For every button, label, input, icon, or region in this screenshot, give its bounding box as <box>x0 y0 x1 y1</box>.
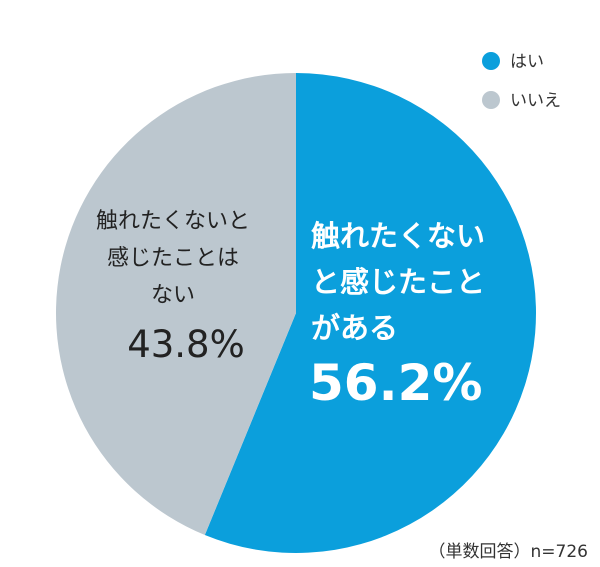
legend-label-no: いいえ <box>510 91 561 111</box>
slice-label-yes-line-3: がある <box>311 311 398 345</box>
legend-label-yes: はい <box>510 52 544 72</box>
slice-label-yes-line-2: と感じたこと <box>311 265 485 299</box>
slice-label-no: 触れたくないと 感じたことは ない 43.8% <box>96 209 250 366</box>
pie-slice-yes <box>204 73 536 553</box>
slice-label-no-line-2: 感じたことは <box>107 246 239 271</box>
slice-label-yes-line-1: 触れたくない <box>311 219 485 253</box>
pie-slice-no <box>55 72 296 536</box>
slice-label-yes: 触れたくない と感じたこと がある 56.2% <box>309 219 485 412</box>
sample-note: （単数回答）n=726 <box>429 542 588 562</box>
slice-value-yes: 56.2% <box>309 354 482 412</box>
legend-swatch-no <box>482 91 500 109</box>
slice-label-no-line-1: 触れたくないと <box>96 209 250 234</box>
legend-swatch-yes <box>482 52 500 70</box>
slice-label-no-line-3: ない <box>151 283 195 308</box>
pie-slices <box>55 72 536 553</box>
legend: はい いいえ <box>482 52 561 111</box>
slice-value-no: 43.8% <box>127 323 245 366</box>
